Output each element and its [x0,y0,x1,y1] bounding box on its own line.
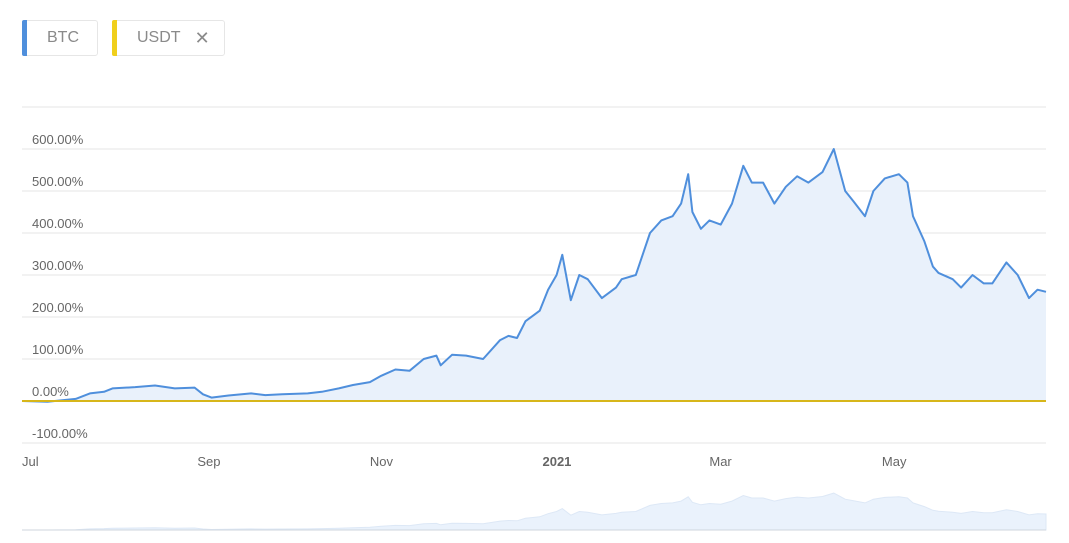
legend-label-usdt: USDT [137,29,181,46]
navigator-series [22,492,1047,531]
btc-area-fill [22,149,1046,402]
y-axis-ticks: 600.00% 500.00% 400.00% 300.00% 200.00% 100.0… [32,132,88,441]
usdt-color-swatch [112,20,117,56]
y-tick-label: 400.00% [32,216,84,231]
y-tick-label: 500.00% [32,174,84,189]
x-tick-label: 2021 [542,454,571,469]
legend-chip-btc[interactable]: BTC [22,20,98,56]
btc-area [22,149,1046,402]
series-lines [21,148,1047,403]
x-axis-ticks: Jul Sep Nov 2021 Mar May [22,454,907,469]
range-navigator[interactable] [22,492,1047,531]
x-tick-label: Mar [709,454,732,469]
y-tick-label: -100.00% [32,426,88,441]
y-tick-label: 0.00% [32,384,69,399]
y-tick-label: 100.00% [32,342,84,357]
remove-usdt-close-icon[interactable]: ✕ [194,27,210,48]
x-tick-label: Sep [197,454,220,469]
legend-chip-usdt[interactable]: USDT ✕ [112,20,225,56]
legend: BTC USDT ✕ [22,20,225,56]
x-tick-label: Jul [22,454,39,469]
btc-line [21,148,1047,403]
legend-label-btc: BTC [47,29,79,46]
y-tick-label: 300.00% [32,258,84,273]
x-tick-label: May [882,454,907,469]
y-tick-label: 600.00% [32,132,84,147]
btc-color-swatch [22,20,27,56]
x-tick-label: Nov [370,454,394,469]
y-tick-label: 200.00% [32,300,84,315]
